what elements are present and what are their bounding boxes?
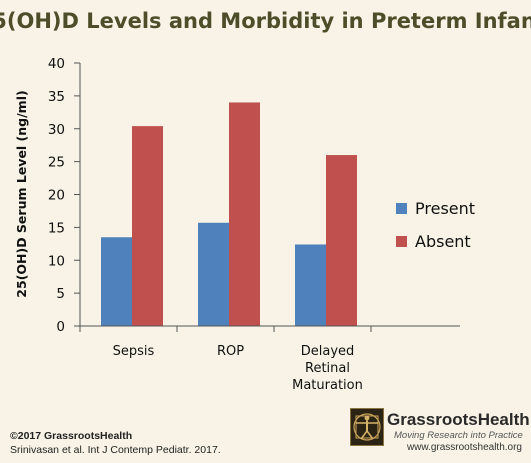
bar-absent-1: [229, 102, 260, 326]
category-labels: Sepsis ROP Delayed Retinal Maturation: [113, 344, 363, 393]
bar-present-1: [198, 222, 229, 326]
x-tick-label: Sepsis: [113, 344, 155, 359]
y-axis-label: 25(OH)D Serum Level (ng/ml): [14, 90, 29, 297]
legend-label-absent: Absent: [415, 232, 471, 251]
bar-absent-2: [326, 155, 357, 326]
y-tick-label: 25: [48, 155, 65, 171]
citation-text: Srinivasan et al. Int J Contemp Pediatr.…: [10, 444, 221, 456]
y-ticks: 0 5 10 15 20 25 30 35 40: [48, 56, 80, 335]
footer-credits: ©2017 GrassrootsHealth Srinivasan et al.…: [10, 429, 221, 457]
x-tick-label: Delayed: [301, 344, 355, 359]
copyright-text: ©2017 GrassrootsHealth: [10, 430, 133, 442]
bar-absent-0: [132, 126, 163, 327]
logo-tagline: Moving Research into Practice: [394, 430, 523, 441]
y-tick-label: 35: [48, 89, 65, 105]
legend: Present Absent: [396, 199, 475, 251]
logo-name: GrassrootsHealth: [387, 410, 530, 429]
x-tick-label: ROP: [217, 344, 244, 359]
axes: [79, 63, 460, 332]
legend-swatch-absent: [396, 236, 407, 247]
y-tick-label: 0: [56, 319, 65, 335]
x-tick-label: Maturation: [292, 378, 363, 393]
logo-url: www.grassrootshealth.org: [406, 442, 522, 453]
y-tick-label: 5: [56, 286, 65, 302]
bar-present-2: [295, 244, 326, 326]
legend-label-present: Present: [415, 199, 475, 218]
y-tick-label: 20: [48, 188, 65, 204]
legend-swatch-present: [396, 203, 407, 214]
y-tick-label: 15: [48, 220, 65, 236]
x-tick-label: Retinal: [305, 361, 350, 376]
chart-title: 25(OH)D Levels and Morbidity in Preterm …: [0, 9, 531, 33]
y-tick-label: 30: [48, 122, 65, 138]
y-tick-label: 40: [48, 56, 65, 72]
grassrootshealth-logo: GrassrootsHealth Moving Research into Pr…: [350, 408, 530, 456]
bar-present-0: [101, 237, 132, 326]
bars: [101, 102, 357, 327]
vitruvian-man-icon: [350, 408, 384, 446]
y-tick-label: 10: [48, 253, 65, 269]
